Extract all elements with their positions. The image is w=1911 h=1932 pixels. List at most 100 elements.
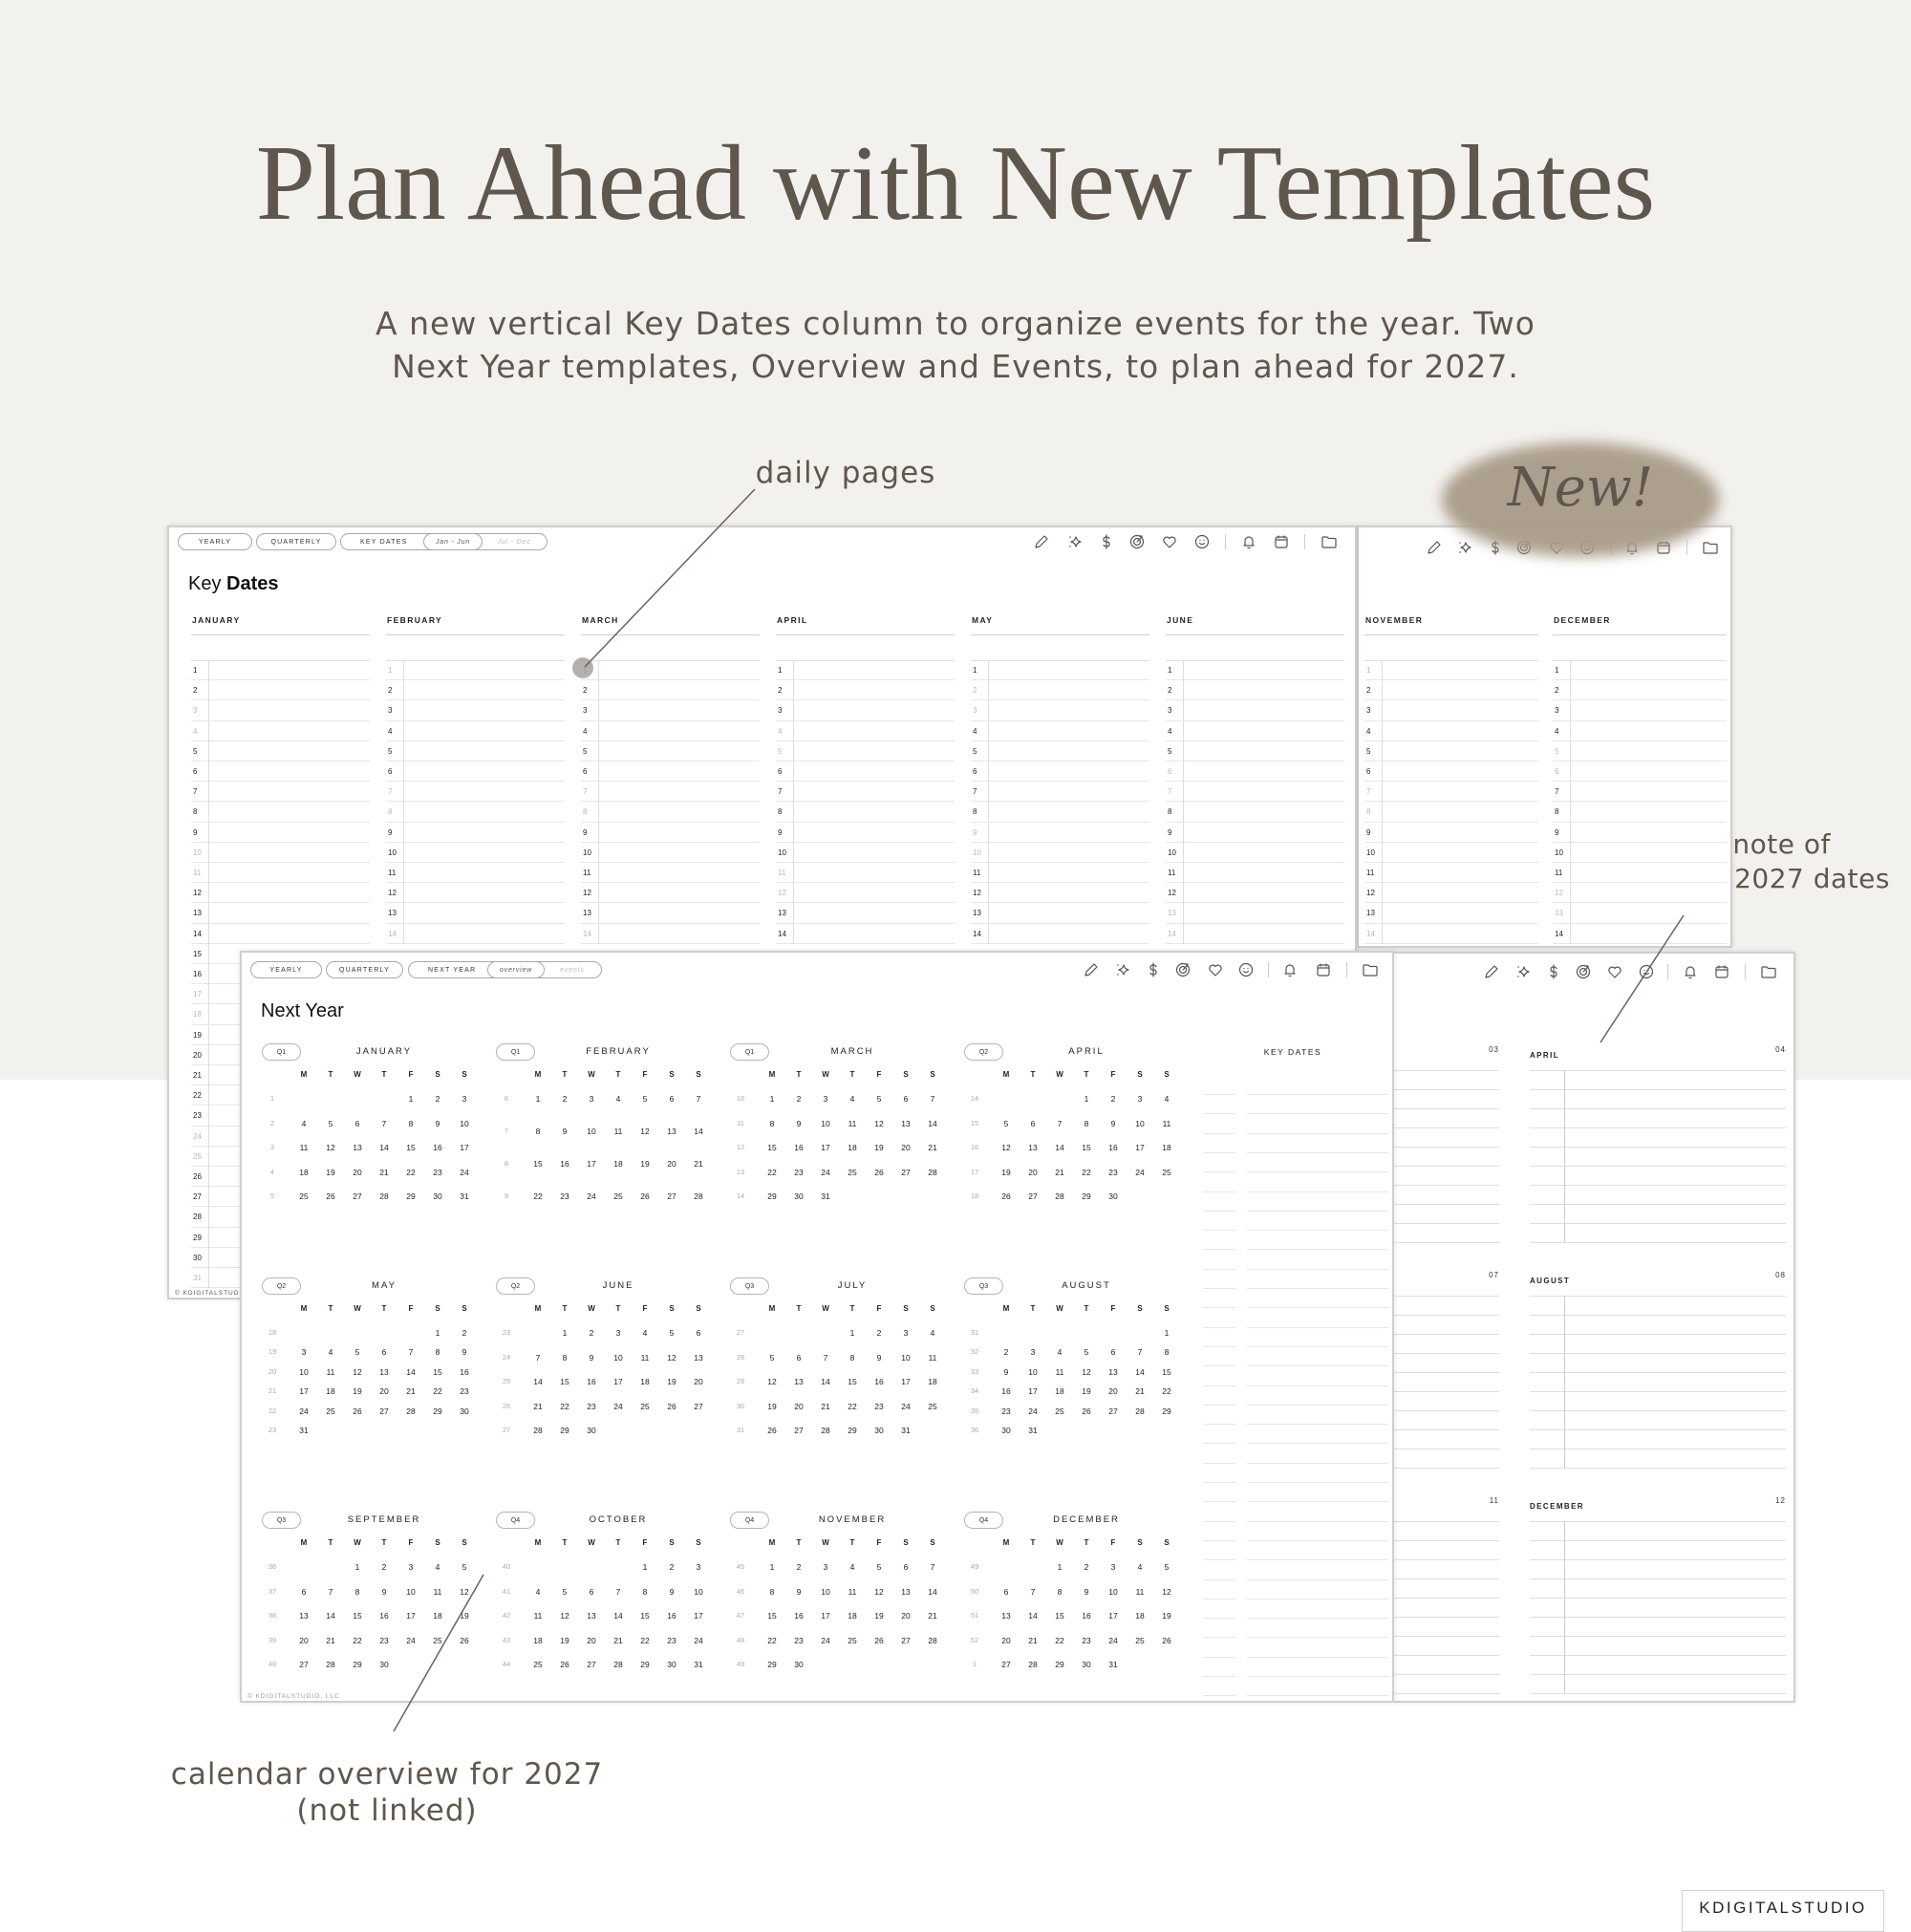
nav-overview[interactable]: overview (487, 961, 545, 978)
key-date-line[interactable] (1247, 1268, 1388, 1270)
day-row[interactable]: 12 (1553, 883, 1727, 904)
day-row[interactable]: 3 (1364, 700, 1538, 721)
smile-icon[interactable] (1193, 533, 1211, 550)
day-row[interactable]: 6 (971, 762, 1149, 783)
key-date-line[interactable] (1247, 1443, 1388, 1445)
day-row[interactable]: 11 (776, 863, 955, 884)
key-date-line[interactable] (1247, 1637, 1388, 1639)
day-row[interactable]: 13 (581, 903, 760, 924)
day-row[interactable]: 2 (386, 680, 565, 701)
quarter-badge[interactable]: Q1 (496, 1043, 535, 1061)
event-line[interactable] (1394, 1147, 1499, 1148)
key-date-line[interactable] (1203, 1424, 1235, 1426)
quarter-badge[interactable]: Q1 (262, 1043, 301, 1061)
day-row[interactable]: 4 (1166, 720, 1344, 741)
key-date-line[interactable] (1203, 1345, 1235, 1347)
day-row[interactable]: 3 (776, 700, 955, 721)
key-date-line[interactable] (1247, 1404, 1388, 1406)
key-date-line[interactable] (1203, 1132, 1235, 1134)
sparkle-icon[interactable] (1456, 539, 1473, 556)
day-row[interactable]: 2 (1364, 680, 1538, 701)
day-row[interactable]: 1 (386, 660, 565, 681)
day-row[interactable]: 9 (386, 822, 565, 843)
key-date-line[interactable] (1247, 1501, 1388, 1503)
key-date-line[interactable] (1247, 1288, 1388, 1289)
event-line[interactable] (1394, 1372, 1499, 1373)
event-line[interactable] (1530, 1429, 1786, 1430)
key-date-line[interactable] (1203, 1307, 1235, 1309)
day-row[interactable]: 12 (1166, 883, 1344, 904)
key-date-line[interactable] (1203, 1676, 1235, 1677)
day-row[interactable]: 1 (776, 660, 955, 681)
day-row[interactable]: 1 (191, 660, 370, 681)
day-row[interactable]: 5 (1364, 741, 1538, 762)
dollar-icon[interactable] (1145, 961, 1162, 978)
day-row[interactable]: 2 (1166, 680, 1344, 701)
key-date-line[interactable] (1247, 1151, 1388, 1153)
day-row[interactable]: 4 (386, 720, 565, 741)
day-row[interactable]: 2 (776, 680, 955, 701)
day-row[interactable]: 13 (971, 903, 1149, 924)
day-row[interactable]: 8 (776, 802, 955, 823)
quarter-badge[interactable]: Q2 (262, 1277, 301, 1295)
day-row[interactable]: 13 (1166, 903, 1344, 924)
day-row[interactable]: 14 (581, 923, 760, 944)
day-row[interactable]: 13 (1553, 903, 1727, 924)
key-date-line[interactable] (1247, 1326, 1388, 1328)
quarter-badge[interactable]: Q2 (496, 1277, 535, 1295)
key-date-line[interactable] (1247, 1482, 1388, 1483)
day-row[interactable]: 1 (1553, 660, 1727, 681)
nav-events[interactable]: events (560, 966, 585, 974)
key-date-line[interactable] (1203, 1404, 1235, 1406)
key-date-line[interactable] (1247, 1094, 1388, 1095)
day-row[interactable]: 2 (581, 680, 760, 701)
event-line[interactable] (1530, 1391, 1786, 1392)
key-date-line[interactable] (1247, 1249, 1388, 1251)
event-line[interactable] (1530, 1223, 1786, 1224)
event-line[interactable] (1394, 1070, 1499, 1071)
event-line[interactable] (1394, 1296, 1499, 1297)
key-date-line[interactable] (1203, 1695, 1235, 1697)
day-row[interactable]: 10 (776, 842, 955, 863)
target-icon[interactable] (1128, 533, 1146, 550)
event-line[interactable] (1530, 1334, 1786, 1335)
key-date-line[interactable] (1247, 1191, 1388, 1192)
key-date-line[interactable] (1203, 1094, 1235, 1095)
day-row[interactable]: 7 (776, 782, 955, 803)
day-row[interactable]: 8 (971, 802, 1149, 823)
dollar-icon[interactable] (1545, 963, 1562, 980)
key-date-line[interactable] (1203, 1151, 1235, 1153)
day-row[interactable]: 5 (191, 741, 370, 762)
event-line[interactable] (1394, 1674, 1499, 1675)
bell-icon[interactable] (1240, 533, 1257, 550)
key-date-line[interactable] (1203, 1462, 1235, 1464)
event-line[interactable] (1394, 1468, 1499, 1469)
event-line[interactable] (1394, 1521, 1499, 1522)
key-date-line[interactable] (1247, 1539, 1388, 1541)
folder-icon[interactable] (1362, 961, 1379, 978)
event-line[interactable] (1530, 1468, 1786, 1469)
event-line[interactable] (1530, 1147, 1786, 1148)
event-line[interactable] (1394, 1185, 1499, 1186)
event-line[interactable] (1394, 1166, 1499, 1167)
event-line[interactable] (1394, 1693, 1499, 1694)
key-date-line[interactable] (1247, 1113, 1388, 1115)
folder-icon[interactable] (1760, 963, 1777, 980)
day-row[interactable]: 2 (1553, 680, 1727, 701)
event-line[interactable] (1394, 1127, 1499, 1128)
event-line[interactable] (1394, 1242, 1499, 1243)
event-line[interactable] (1530, 1127, 1786, 1128)
day-row[interactable]: 12 (971, 883, 1149, 904)
day-row[interactable]: 7 (971, 782, 1149, 803)
event-line[interactable] (1394, 1223, 1499, 1224)
key-date-line[interactable] (1203, 1210, 1235, 1212)
day-row[interactable]: 13 (191, 903, 370, 924)
day-row[interactable]: 3 (386, 700, 565, 721)
event-line[interactable] (1530, 1242, 1786, 1243)
day-row[interactable]: 8 (1364, 802, 1538, 823)
day-row[interactable]: 1 (1166, 660, 1344, 681)
day-row[interactable]: 10 (971, 842, 1149, 863)
quarter-badge[interactable]: Q4 (964, 1512, 1003, 1529)
day-row[interactable]: 7 (191, 782, 370, 803)
event-line[interactable] (1394, 1089, 1499, 1090)
